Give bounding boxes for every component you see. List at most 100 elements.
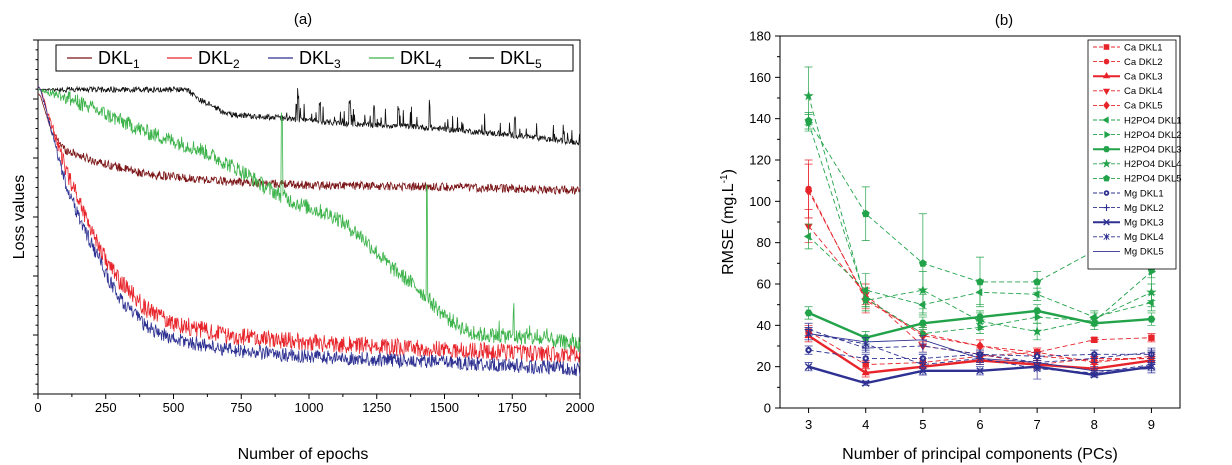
chart-a-legend-name: DKL (198, 48, 233, 68)
chart-b-x-axis-title: Number of principal components (PCs) (842, 446, 1118, 463)
chart-b-legend-marker (1104, 131, 1111, 139)
chart-b-legend-marker (1103, 218, 1110, 226)
chart-b-legend-marker (1103, 233, 1110, 241)
chart-b-data-point (918, 319, 927, 327)
chart-b-y-tick-label: 180 (749, 29, 771, 44)
chart-b-x-tick-label: 9 (1148, 417, 1155, 432)
chart-b-legend-marker (1101, 158, 1112, 168)
chart-b-y-tick-label: 0 (764, 401, 771, 416)
chart-b-error-bar (1147, 364, 1156, 374)
chart-b-legend-marker (1103, 44, 1110, 50)
chart-b-data-point (1090, 354, 1099, 363)
chart-b-data-point (860, 295, 871, 305)
chart-b-legend-label: Ca DKL3 (1124, 72, 1163, 83)
chart-a-legend-entry: DKL1 (98, 48, 140, 71)
chart-b-data-point (804, 362, 813, 371)
chart-b-legend-marker (1102, 71, 1111, 79)
chart-b-data-point (1147, 348, 1156, 357)
chart-b-legend-marker (1102, 146, 1111, 153)
chart-b-data-point (920, 329, 928, 338)
chart-b-data-point (864, 357, 867, 360)
chart-b-error-bar (861, 337, 870, 347)
chart-b-x-tick-label: 6 (976, 417, 983, 432)
chart-b-x-tick-label: 5 (919, 417, 926, 432)
chart-b-data-point (804, 116, 813, 125)
chart-b-y-tick-label: 20 (757, 359, 771, 374)
chart-b-legend-label: Ca DKL2 (1124, 57, 1163, 68)
chart-b-data-point (1146, 298, 1154, 307)
chart-a-x-tick-label: 1500 (430, 400, 459, 415)
chart-b-data-point (803, 232, 811, 241)
chart-a-legend-subscript: 1 (133, 57, 140, 71)
chart-a-series-lines (37, 85, 581, 377)
chart-b-legend-marker (1102, 174, 1111, 182)
chart-a-legend-entry: DKL4 (400, 48, 442, 71)
chart-b-error-bar (1090, 366, 1099, 376)
chart-b-legend-label: H2PO4 DKL4 (1124, 159, 1182, 170)
chart-a-axes: 0 250 500 750 1000 1250 1500 1750 2000 (33, 39, 595, 415)
chart-a-legend-entry: DKL3 (299, 48, 341, 71)
chart-a-legend-subscript: 2 (233, 57, 240, 71)
chart-a-x-tick-label: 500 (163, 400, 185, 415)
chart-b-data-point (919, 360, 927, 369)
chart-b-data-point (1033, 307, 1042, 315)
chart-a-x-tick-label: 1750 (498, 400, 527, 415)
chart-a-legend-subscript: 4 (435, 57, 442, 71)
chart-a-series-line (38, 85, 581, 146)
chart-b-data-point (1031, 326, 1043, 336)
chart-a-series-line (38, 88, 581, 352)
chart-a-panel-label: (a) (294, 11, 312, 28)
chart-b-legend-label: H2PO4 DKL5 (1124, 174, 1182, 185)
chart-b-y-tick-label: 100 (749, 194, 771, 209)
chart-b-data-point (862, 379, 870, 387)
chart-b-y-tick-label: 120 (749, 153, 771, 168)
chart-b-data-point (861, 368, 870, 376)
chart-a-legend-entry: DKL5 (500, 48, 542, 71)
chart-b-legend-label: Mg DKL5 (1124, 247, 1164, 258)
chart-b-data-point (975, 288, 983, 297)
chart-b-legend-marker (1103, 101, 1110, 110)
chart-a-y-axis-title: Loss values (11, 175, 28, 260)
chart-b-data-point (803, 90, 814, 101)
chart-b-legend-label: H2PO4 DKL3 (1124, 145, 1182, 156)
chart-a-series-line (37, 85, 581, 364)
chart-b-x-tick-label: 7 (1034, 417, 1041, 432)
chart-b-data-point (1033, 277, 1042, 286)
chart-b-legend-marker (1105, 192, 1108, 194)
chart-b-data-point (804, 309, 813, 317)
chart-b-legend-marker (1103, 58, 1110, 65)
chart-b-error-bar (1033, 358, 1042, 368)
chart-a-legend-name: DKL (400, 48, 435, 68)
chart-b-data-point (1091, 336, 1098, 343)
chart-a-series-line (37, 92, 581, 196)
chart-b-panel-label: (b) (995, 12, 1013, 29)
chart-b-x-tick-label: 4 (862, 417, 869, 432)
chart-a-x-tick-label: 2000 (566, 400, 595, 415)
chart-a-x-tick-label: 1250 (362, 400, 391, 415)
chart-b-legend-label: H2PO4 DKL1 (1124, 115, 1182, 126)
chart-b-series (803, 66, 1157, 387)
chart-a-series-line (37, 85, 581, 377)
chart-a-legend-name: DKL (500, 48, 535, 68)
chart-b-data-point (974, 315, 986, 326)
chart-b-y-tick-label: 140 (749, 111, 771, 126)
chart-b-legend-marker (1102, 88, 1111, 96)
chart-b-data-point (976, 341, 984, 351)
chart-b-error-bar (804, 327, 813, 341)
chart-a-x-tick-label: 750 (230, 400, 252, 415)
chart-b-data-point (1147, 315, 1156, 323)
chart-b-data-point (804, 186, 813, 196)
chart-b-data-point (1089, 313, 1100, 324)
chart-a-x-tick-label: 250 (95, 400, 117, 415)
chart-b-x-tick-label: 8 (1091, 417, 1098, 432)
chart-b-y-axis-title-main: RMSE (mg.L (720, 183, 737, 275)
chart-b-y-tick-label: 60 (757, 277, 771, 292)
chart-b-error-bar (918, 335, 927, 345)
chart-a-legend-name: DKL (299, 48, 334, 68)
chart-b-legend-box (1087, 39, 1177, 270)
chart-a-legend-name: DKL (98, 48, 133, 68)
chart-b-data-point (977, 323, 985, 332)
chart-b-data-point (1036, 355, 1039, 358)
chart-b-error-bar (976, 353, 984, 363)
chart-a-legend-subscript: 3 (334, 57, 341, 71)
